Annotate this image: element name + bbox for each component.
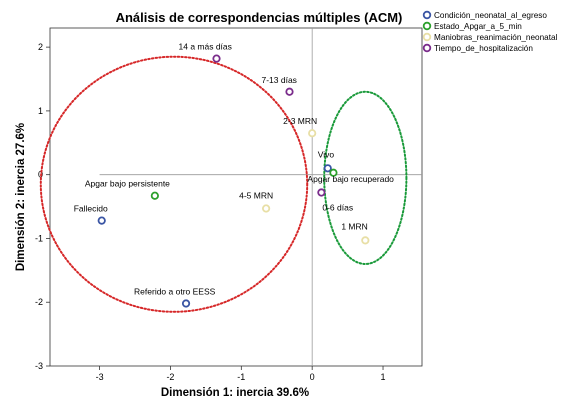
data-point-labels: Vivo Fallecido Referido a otro EESS Apgar b… bbox=[74, 42, 394, 297]
y-tick-label: -2 bbox=[35, 297, 43, 307]
data-points bbox=[97, 54, 370, 308]
legend-entry: Estado_Apgar_a_5_min bbox=[434, 22, 522, 31]
y-tick-label: -3 bbox=[35, 361, 43, 371]
data-point-label: Fallecido bbox=[74, 204, 108, 214]
cluster-ellipse-green bbox=[323, 90, 408, 265]
data-point-label: Apgar bajo recuperado bbox=[307, 174, 394, 184]
data-point-label: Apgar bajo persistente bbox=[85, 179, 170, 189]
legend-marker bbox=[422, 10, 432, 20]
legend-marker bbox=[422, 43, 432, 53]
data-point-label: 14 a más días bbox=[179, 42, 232, 52]
cluster-ellipses bbox=[39, 55, 408, 313]
data-point bbox=[317, 188, 326, 197]
y-tick-label: 1 bbox=[38, 106, 43, 116]
x-tick-label: 1 bbox=[381, 372, 386, 382]
data-point-label: 0-6 días bbox=[322, 203, 353, 213]
y-tick-label: 2 bbox=[38, 42, 43, 52]
cluster-ellipse-red bbox=[39, 55, 309, 313]
y-tick-label: -1 bbox=[35, 233, 43, 243]
data-point bbox=[329, 168, 338, 177]
data-point-label: Vivo bbox=[318, 149, 335, 159]
x-axis-title: Dimensión 1: inercia 39.6% bbox=[161, 387, 309, 399]
legend-marker bbox=[422, 32, 432, 42]
chart-title: Análisis de correspondencias múltiples (… bbox=[116, 10, 403, 25]
data-point bbox=[323, 164, 332, 173]
data-point-label: 7-13 días bbox=[261, 75, 296, 85]
plot-frame bbox=[49, 27, 423, 367]
data-point-label: 2-3 MRN bbox=[283, 116, 317, 126]
reference-lines bbox=[99, 28, 422, 366]
data-point bbox=[150, 191, 159, 200]
data-point bbox=[212, 54, 221, 63]
data-point bbox=[97, 216, 106, 225]
data-point bbox=[308, 129, 317, 138]
y-axis-title: Dimensión 2: inercia 27.6% bbox=[15, 123, 27, 271]
legend-marker bbox=[422, 21, 432, 31]
data-point bbox=[361, 236, 370, 245]
x-tick-label: -2 bbox=[166, 372, 174, 382]
x-tick-label: -1 bbox=[237, 372, 245, 382]
data-point bbox=[285, 87, 294, 96]
legend-entry: Tiempo_de_hospitalización bbox=[434, 44, 533, 53]
data-point bbox=[262, 204, 271, 213]
data-point-label: 4-5 MRN bbox=[239, 190, 273, 200]
legend: Condición_neonatal_al_egreso Estado_Apgar… bbox=[422, 10, 558, 53]
data-point-label: Referido a otro EESS bbox=[134, 287, 216, 297]
x-tick-label: 0 bbox=[310, 372, 315, 382]
x-tick-label: -3 bbox=[96, 372, 104, 382]
data-point bbox=[181, 299, 191, 308]
legend-entry: Condición_neonatal_al_egreso bbox=[434, 11, 547, 20]
data-point-label: 1 MRN bbox=[341, 221, 367, 231]
legend-entry: Maniobras_reanimación_neonatal bbox=[434, 33, 558, 42]
